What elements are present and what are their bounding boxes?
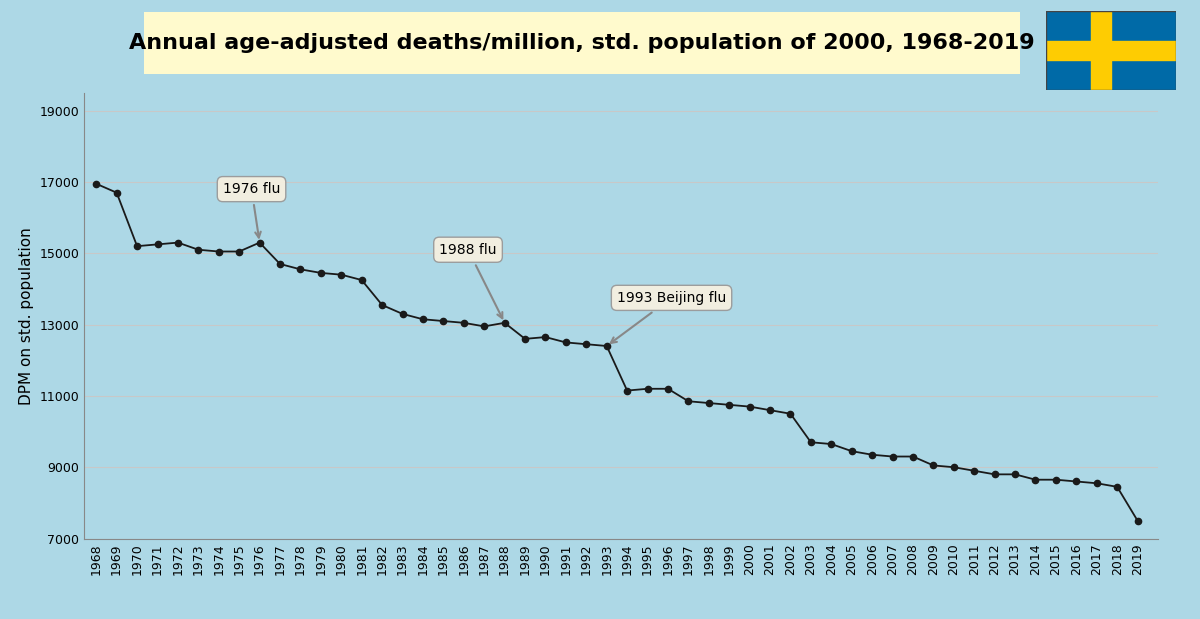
Text: 1993 Beijing flu: 1993 Beijing flu [611,291,726,343]
Bar [1046,41,1176,59]
FancyBboxPatch shape [126,11,1038,76]
Text: 1976 flu: 1976 flu [223,182,281,238]
Y-axis label: DPM on std. population: DPM on std. population [19,227,34,405]
Text: Annual age-adjusted deaths/million, std. population of 2000, 1968-2019: Annual age-adjusted deaths/million, std.… [130,33,1034,53]
Bar [1091,11,1111,90]
Text: 1988 flu: 1988 flu [439,243,503,318]
